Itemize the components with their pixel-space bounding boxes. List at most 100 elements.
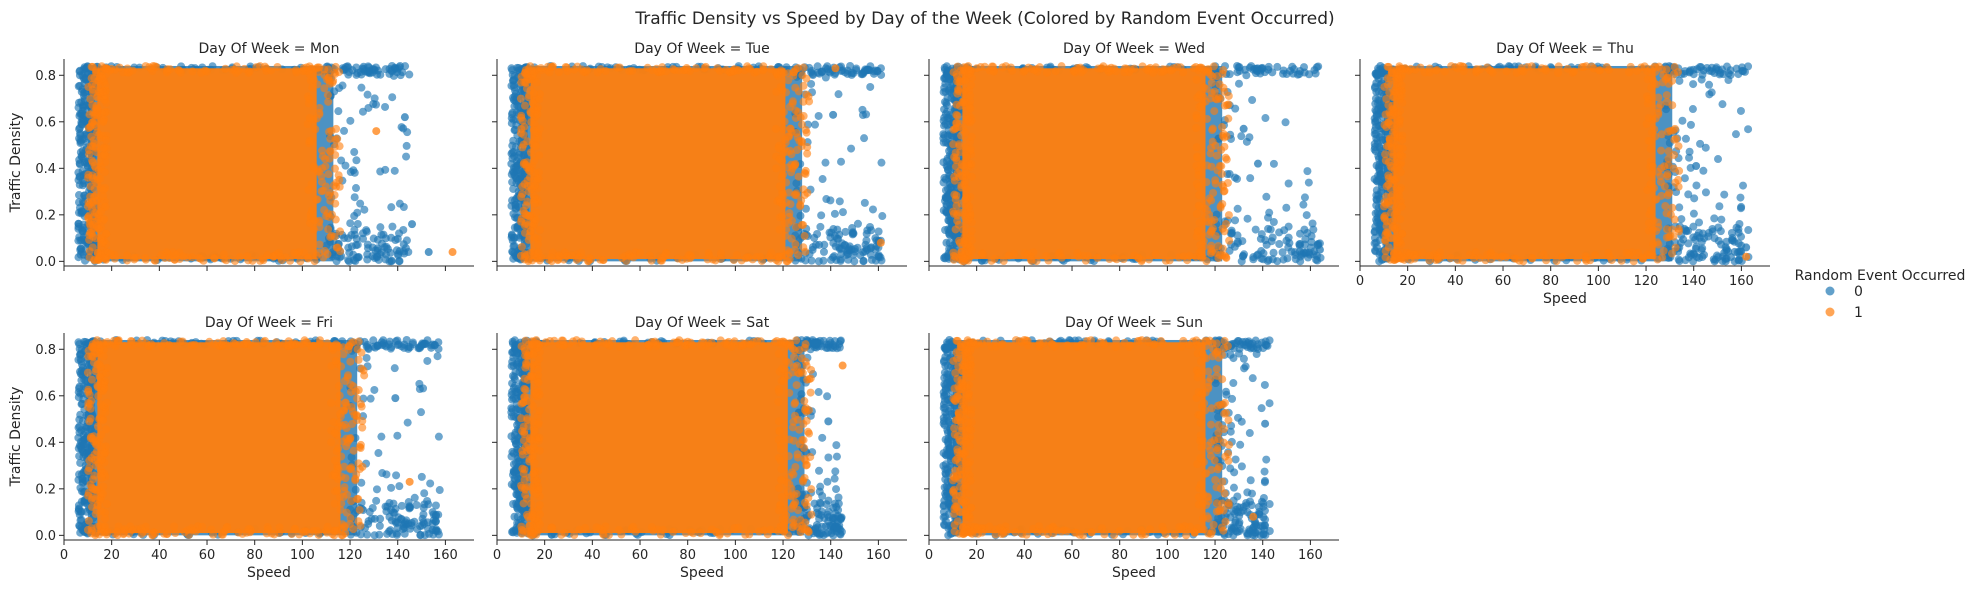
scatter-point-series-1 — [321, 247, 329, 255]
scatter-point-series-1 — [572, 250, 580, 258]
scatter-point-series-1 — [1382, 253, 1390, 261]
scatter-point-series-0 — [346, 117, 354, 125]
scatter-point-series-1 — [648, 257, 656, 265]
scatter-point-series-1 — [717, 255, 725, 263]
scatter-point-series-0 — [1301, 69, 1309, 77]
scatter-point-series-1 — [210, 254, 218, 262]
scatter-point-series-1 — [337, 506, 345, 514]
scatter-point-series-1 — [100, 115, 108, 123]
scatter-point-series-0 — [404, 419, 412, 427]
scatter-point-series-0 — [1275, 240, 1283, 248]
scatter-point-series-0 — [372, 497, 380, 505]
scatter-point-series-1 — [318, 147, 326, 155]
scatter-point-series-1 — [172, 251, 180, 259]
scatter-point-series-0 — [1270, 160, 1278, 168]
scatter-point-series-1 — [1225, 92, 1233, 100]
scatter-point-series-0 — [345, 249, 353, 257]
scatter-point-series-0 — [837, 257, 845, 265]
scatter-point-series-1 — [1623, 249, 1631, 257]
scatter-point-series-1 — [304, 254, 312, 262]
scatter-point-series-1 — [1213, 72, 1221, 80]
scatter-point-series-0 — [1261, 236, 1269, 244]
scatter-point-series-1 — [1654, 240, 1662, 248]
scatter-point-series-0 — [396, 257, 404, 265]
scatter-point-series-0 — [1235, 63, 1243, 71]
scatter-point-series-0 — [372, 101, 380, 109]
scatter-point-series-0 — [1264, 225, 1272, 233]
scatter-point-series-1 — [128, 338, 136, 346]
scatter-point-series-1 — [98, 474, 106, 482]
scatter-point-series-1 — [532, 209, 540, 217]
scatter-point-series-1 — [312, 251, 320, 259]
scatter-point-series-0 — [1273, 257, 1281, 265]
scatter-point-series-1 — [337, 473, 345, 481]
scatter-point-series-0 — [408, 220, 416, 228]
scatter-point-series-1 — [968, 133, 976, 141]
scatter-point-series-1 — [1201, 214, 1209, 222]
scatter-point-series-1 — [87, 397, 95, 405]
scatter-point-series-1 — [256, 257, 264, 265]
scatter-point-series-0 — [417, 408, 425, 416]
scatter-point-series-1 — [233, 62, 241, 70]
scatter-point-series-1 — [324, 74, 332, 82]
scatter-point-series-1 — [322, 182, 330, 190]
scatter-point-series-1 — [780, 108, 788, 116]
facet-panel: Day Of Week = Wed — [924, 41, 1339, 271]
scatter-point-series-1 — [299, 528, 307, 536]
scatter-point-series-1 — [782, 88, 790, 96]
scatter-point-series-0 — [362, 226, 370, 234]
facet-panel: Day Of Week = Tue — [492, 41, 907, 271]
scatter-point-series-1 — [570, 66, 578, 74]
scatter-point-series-1 — [685, 251, 693, 259]
scatter-point-series-1 — [1388, 164, 1396, 172]
scatter-point-series-1 — [1646, 180, 1654, 188]
scatter-point-series-0 — [386, 249, 394, 257]
scatter-point-series-0 — [80, 75, 88, 83]
scatter-point-series-1 — [780, 145, 788, 153]
scatter-point-series-1 — [1208, 126, 1216, 134]
scatter-point-series-1 — [1207, 242, 1215, 250]
scatter-point-series-1 — [1195, 183, 1203, 191]
scatter-point-series-1 — [90, 136, 98, 144]
scatter-point-series-0 — [1704, 233, 1712, 241]
scatter-point-series-0 — [1234, 205, 1242, 213]
scatter-point-series-0 — [351, 169, 359, 177]
scatter-point-series-1 — [1166, 66, 1174, 74]
scatter-point-series-0 — [420, 500, 428, 508]
scatter-point-series-1 — [1190, 64, 1198, 72]
scatter-point-series-1 — [92, 164, 100, 172]
scatter-point-series-1 — [1558, 253, 1566, 261]
scatter-points — [939, 62, 1324, 265]
scatter-point-series-0 — [811, 121, 819, 129]
scatter-point-series-0 — [1240, 125, 1248, 133]
scatter-point-series-1 — [1207, 196, 1215, 204]
scatter-point-series-1 — [331, 136, 339, 144]
scatter-point-series-1 — [87, 218, 95, 226]
scatter-point-series-1 — [86, 229, 94, 237]
scatter-point-series-1 — [955, 142, 963, 150]
scatter-point-series-0 — [1714, 223, 1722, 231]
scatter-point-series-1 — [358, 365, 366, 373]
scatter-point-series-0 — [429, 340, 437, 348]
scatter-point-series-0 — [832, 485, 840, 493]
scatter-point-series-1 — [325, 191, 333, 199]
scatter-point-series-1 — [1666, 127, 1674, 135]
scatter-point-series-0 — [1292, 255, 1300, 263]
scatter-point-series-1 — [784, 219, 792, 227]
x-tick-label: 20 — [1399, 274, 1416, 289]
scatter-point-series-0 — [1235, 80, 1243, 88]
scatter-point-series-0 — [419, 384, 427, 392]
scatter-point-series-0 — [1705, 90, 1713, 98]
scatter-point-series-0 — [831, 475, 839, 483]
y-tick-label: 0.2 — [35, 208, 56, 223]
scatter-point-series-0 — [1681, 174, 1689, 182]
scatter-point-series-1 — [1742, 253, 1750, 261]
scatter-point-series-0 — [508, 142, 516, 150]
scatter-point-series-1 — [1217, 202, 1225, 210]
scatter-point-series-0 — [1689, 66, 1697, 74]
scatter-point-series-1 — [798, 121, 806, 129]
scatter-point-series-1 — [753, 68, 761, 76]
scatter-point-series-1 — [406, 478, 414, 486]
scatter-point-series-1 — [97, 208, 105, 216]
